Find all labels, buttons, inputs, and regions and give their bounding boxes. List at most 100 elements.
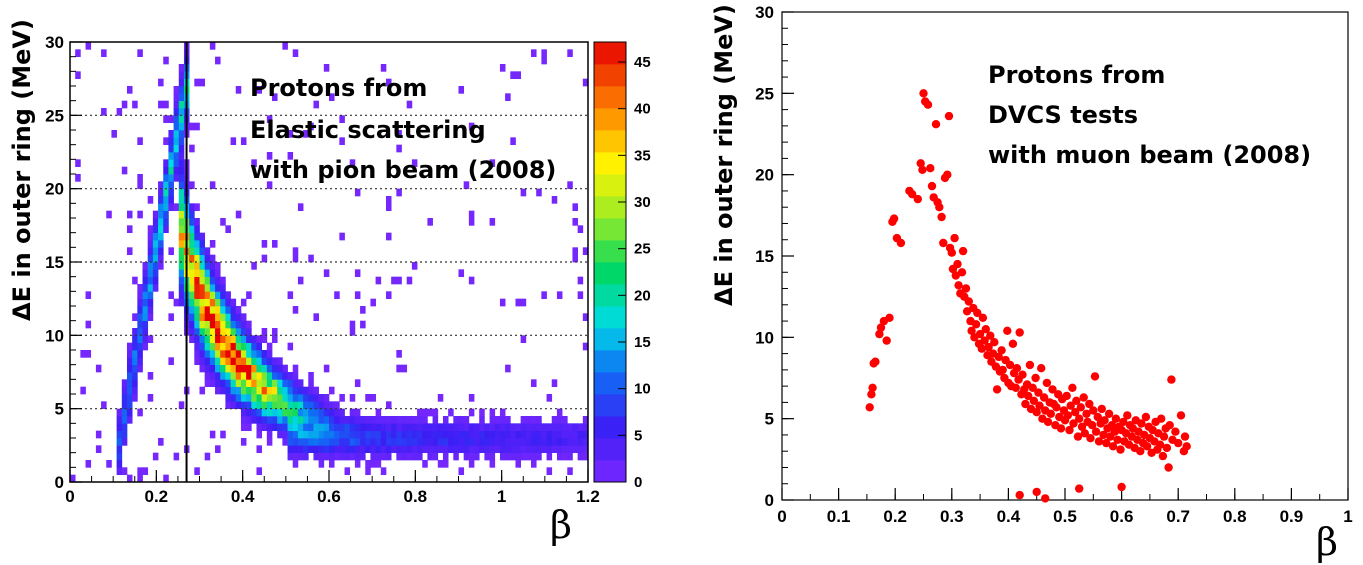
heatmap-cell	[256, 445, 263, 454]
scatter-x-tick-label: 0.6	[1110, 507, 1134, 526]
heatmap-cell	[427, 445, 433, 454]
scatter-point	[923, 100, 933, 109]
heatmap-cell	[282, 394, 288, 402]
heatmap-cell	[121, 438, 128, 446]
heatmap-cell	[163, 196, 169, 204]
heatmap-cell	[510, 445, 516, 454]
heatmap-cell	[142, 276, 149, 285]
heatmap-cell	[515, 423, 522, 432]
heatmap-cell	[349, 452, 356, 461]
heatmap-cell	[261, 364, 268, 373]
heatmap-cell	[510, 430, 516, 439]
heatmap-cell	[494, 438, 501, 446]
heatmap-cell	[370, 460, 376, 468]
scatter-point	[1011, 383, 1020, 392]
heatmap-cell	[287, 379, 294, 388]
heatmap-cell	[126, 364, 133, 373]
heatmap-cell	[308, 122, 314, 131]
heatmap-cell	[204, 364, 211, 373]
heatmap-y-tick-label: 25	[45, 106, 64, 125]
heatmap-cell	[189, 210, 195, 219]
heatmap-cell	[323, 364, 330, 373]
heatmap-cell	[116, 460, 123, 468]
heatmap-cell	[178, 298, 185, 307]
heatmap-cell	[510, 137, 516, 146]
heatmap-cell	[432, 452, 439, 461]
scatter-point	[1085, 399, 1094, 409]
scatter-y-tick-label: 15	[755, 247, 774, 266]
heatmap-cell	[391, 416, 397, 424]
heatmap-cell	[308, 386, 314, 395]
heatmap-cell	[266, 350, 273, 358]
heatmap-cell	[189, 181, 195, 190]
heatmap-cell	[323, 401, 330, 410]
heatmap-cell	[209, 181, 216, 190]
heatmap-cell	[411, 423, 418, 432]
heatmap-cell	[582, 342, 589, 351]
heatmap-cell	[577, 423, 584, 432]
scatter-point	[1068, 383, 1077, 392]
heatmap-cell	[375, 408, 382, 417]
heatmap-cell	[147, 240, 154, 248]
heatmap-cell	[365, 445, 371, 454]
heatmap-cell	[147, 394, 154, 402]
heatmap-cell	[303, 430, 309, 439]
heatmap-cell	[385, 416, 392, 424]
heatmap-x-axis-label: β	[550, 503, 572, 547]
heatmap-cell	[458, 423, 465, 432]
heatmap-cell	[287, 372, 294, 380]
heatmap-cell	[116, 430, 123, 439]
heatmap-cell	[220, 276, 226, 285]
heatmap-cell	[163, 159, 169, 168]
heatmap-cell	[442, 452, 449, 461]
heatmap-cell	[147, 298, 154, 307]
scatter-points	[865, 89, 1191, 503]
scatter-point	[977, 344, 986, 353]
heatmap-cell	[168, 181, 174, 190]
heatmap-cell	[215, 56, 221, 65]
heatmap-cell	[235, 394, 242, 402]
heatmap-cell	[546, 423, 553, 432]
heatmap-cell	[189, 225, 195, 234]
heatmap-cell	[230, 306, 237, 314]
scatter-point	[986, 331, 995, 340]
heatmap-cell	[246, 335, 252, 344]
heatmap-cell	[261, 350, 268, 358]
heatmap-cell	[189, 284, 195, 292]
heatmap-cell	[168, 137, 174, 146]
colorbar-segment	[594, 130, 626, 153]
scatter-point	[1119, 417, 1128, 427]
heatmap-cell	[297, 423, 304, 432]
scatter-point	[1089, 406, 1098, 415]
heatmap-cell	[474, 423, 480, 432]
scatter-point	[1077, 422, 1087, 431]
heatmap-cell	[318, 452, 325, 461]
heatmap-cell	[334, 452, 340, 461]
heatmap-cell	[323, 430, 330, 439]
colorbar-segment	[594, 328, 626, 351]
heatmap-cell	[220, 313, 226, 322]
heatmap-cell	[282, 372, 288, 380]
heatmap-cell	[194, 240, 200, 248]
heatmap-cell	[137, 306, 143, 314]
heatmap-cell	[339, 430, 345, 439]
heatmap-cell	[246, 320, 252, 329]
scatter-point	[947, 248, 956, 257]
heatmap-cell	[323, 438, 330, 446]
heatmap-cell	[230, 364, 237, 373]
heatmap-cell	[194, 306, 200, 314]
heatmap-cell	[272, 240, 278, 248]
heatmap-cell	[334, 438, 340, 446]
heatmap-cell	[318, 401, 325, 410]
heatmap-cell	[199, 262, 206, 270]
heatmap-cell	[556, 452, 563, 461]
heatmap-cell	[199, 240, 206, 248]
heatmap-cell	[323, 416, 330, 424]
heatmap-cell	[562, 445, 568, 454]
heatmap-cell	[137, 342, 143, 351]
heatmap-cell	[391, 430, 397, 439]
scatter-point	[865, 403, 874, 412]
heatmap-cell	[266, 342, 273, 351]
heatmap-cell	[499, 430, 506, 439]
heatmap-cell	[489, 416, 496, 424]
